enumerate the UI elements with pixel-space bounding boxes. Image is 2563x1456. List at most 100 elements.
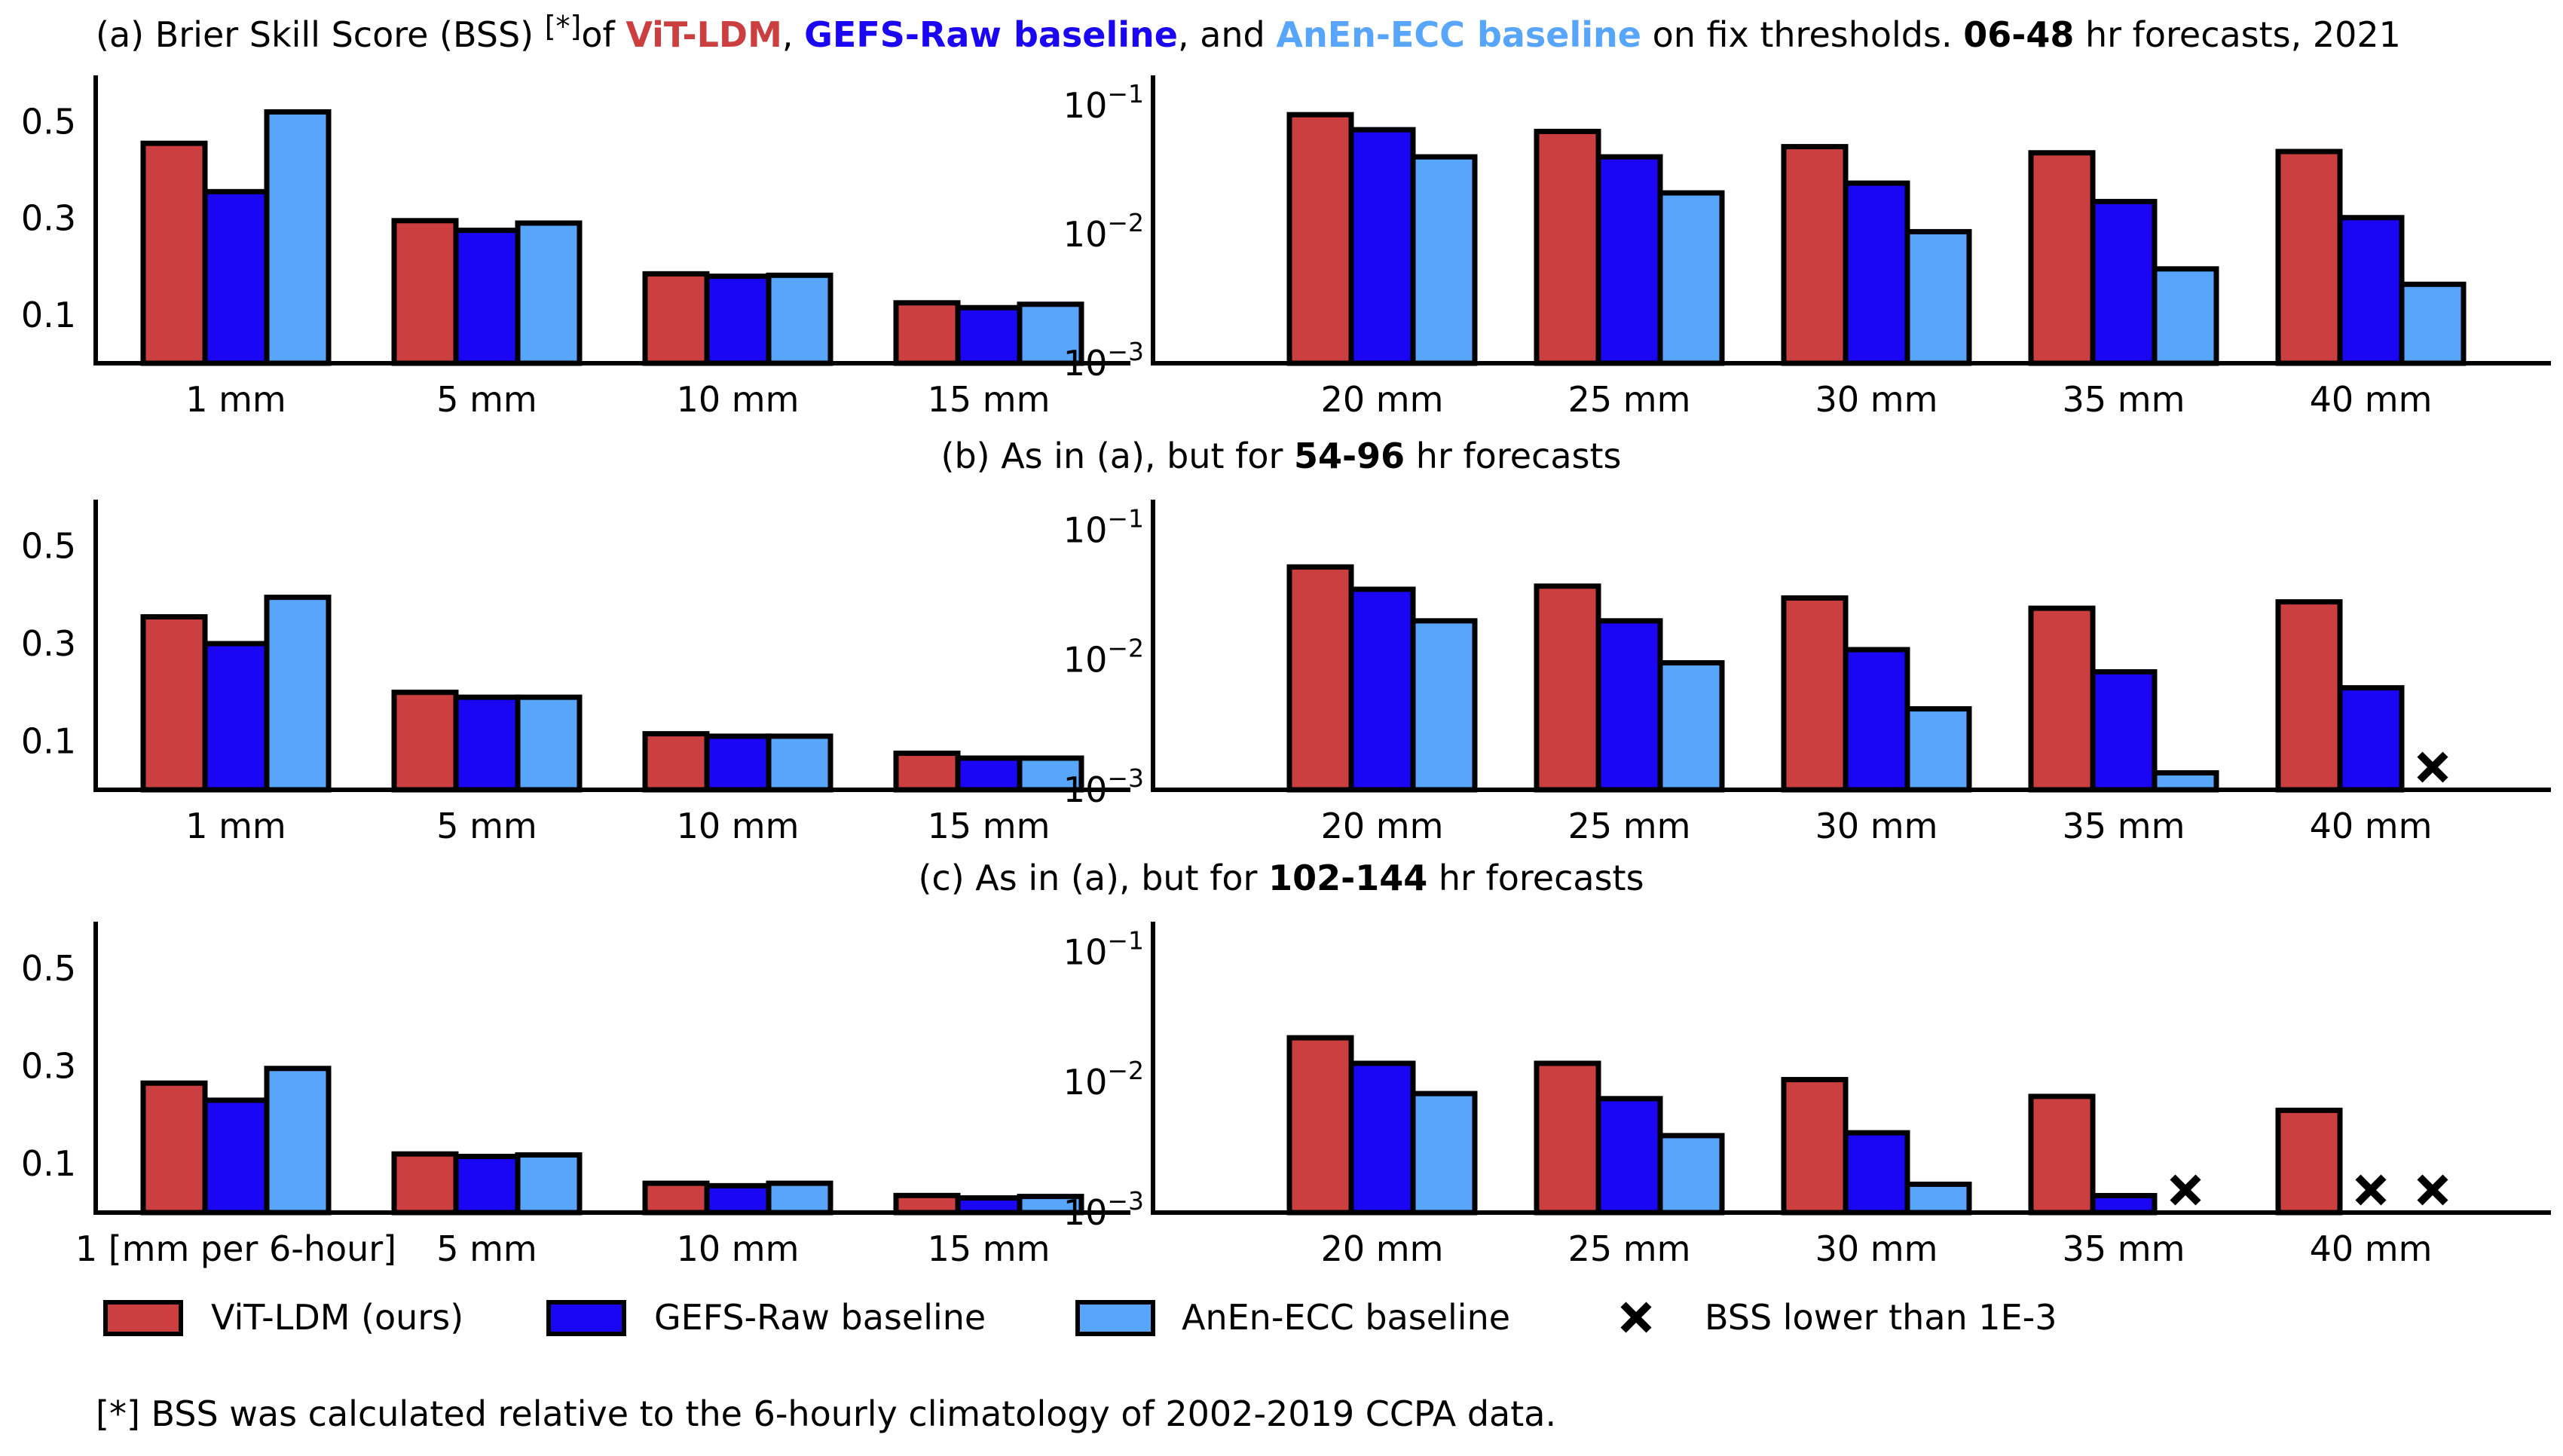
bar-anen-0 (264, 1066, 332, 1216)
x-tick-label: 20 mm (1321, 806, 1444, 846)
bar-gefs-4 (2337, 685, 2405, 793)
bar-vit-4 (2275, 1107, 2343, 1216)
bar-anen-1 (1657, 190, 1725, 366)
panel-a-right: 10−3 10−2 10−1 20 mm 25 mm 30 mm 35 mm 40 mm (1063, 75, 2551, 420)
bar-gefs-1 (1595, 1096, 1663, 1216)
bar-vit-0 (140, 613, 208, 793)
x-tick-label: 5 mm (436, 1228, 537, 1269)
y-tick-label: 10−1 (1063, 925, 1144, 972)
bar-vit-3 (893, 751, 961, 793)
below-threshold-cross (2355, 1174, 2387, 1206)
footnote: [*] BSS was calculated relative to the 6… (96, 1393, 1556, 1434)
bar-gefs-2 (1843, 180, 1910, 366)
x-tick-label: 1 mm (185, 806, 286, 846)
legend-cross-icon (1620, 1302, 1652, 1333)
x-tick-label: 15 mm (928, 806, 1051, 846)
y-tick-label: 10−3 (1063, 1186, 1144, 1233)
bar-gefs-0 (1348, 586, 1416, 793)
bar-vit-1 (1534, 583, 1601, 793)
panel-b-left: 0.1 0.3 0.5 1 mm 5 mm 10 mm 15 mm (21, 500, 1130, 846)
bar-anen-2 (766, 1180, 833, 1216)
bar-vit-1 (391, 1151, 459, 1216)
below-threshold-cross (2417, 1174, 2448, 1206)
bar-anen-2 (766, 272, 833, 366)
bar-gefs-2 (1843, 1130, 1910, 1216)
bar-vit-3 (893, 300, 961, 366)
bar-anen-3 (2152, 770, 2219, 793)
x-tick-label: 35 mm (2063, 1228, 2185, 1269)
panel-c-left: 0.1 0.3 0.5 1 [mm per 6-hour] 5 mm 10 mm 15 mm (21, 922, 1130, 1269)
y-tick-label: 0.1 (21, 720, 76, 761)
bar-anen-1 (515, 694, 583, 793)
bar-vit-2 (642, 1180, 710, 1216)
legend-swatch-vit (103, 1300, 183, 1336)
x-tick-label: 30 mm (1815, 806, 1938, 846)
bar-anen-0 (1410, 154, 1478, 366)
panel-a-left: 0.1 0.3 0.5 1 mm 5 mm 10 mm 15 mm (21, 75, 1130, 420)
bar-vit-3 (2028, 605, 2096, 793)
bar-vit-2 (1781, 1077, 1849, 1216)
legend-label-cross: BSS lower than 1E-3 (1705, 1297, 2057, 1338)
bar-vit-4 (2275, 599, 2343, 793)
x-tick-label: 35 mm (2063, 379, 2185, 420)
x-tick-label: 25 mm (1568, 806, 1691, 846)
bar-anen-1 (515, 1152, 583, 1216)
bar-gefs-3 (2090, 1192, 2158, 1216)
x-tick-label: 40 mm (2310, 379, 2433, 420)
legend-swatch-anen (1075, 1300, 1155, 1336)
title-a: (a) Brier Skill Score (BSS) [*]of ViT-LD… (96, 10, 2401, 55)
bar-gefs-0 (202, 188, 270, 366)
bar-anen-0 (264, 109, 332, 366)
y-tick-label: 10−2 (1063, 634, 1144, 681)
bar-vit-0 (1286, 564, 1354, 793)
y-tick-label: 0.5 (21, 526, 76, 567)
x-tick-label: 5 mm (436, 379, 537, 420)
title-c: (c) As in (a), but for 102-144 hr foreca… (918, 858, 1644, 898)
bar-vit-2 (1781, 595, 1849, 793)
x-tick-label: 20 mm (1321, 379, 1444, 420)
bar-gefs-1 (453, 694, 521, 793)
bar-vit-3 (2028, 150, 2096, 366)
bar-vit-2 (642, 731, 710, 793)
bar-vit-2 (642, 271, 710, 366)
bar-anen-0 (1410, 618, 1478, 793)
x-tick-label: 35 mm (2063, 806, 2185, 846)
panel-b-right: 10−3 10−2 10−1 20 mm 25 mm 30 mm 35 mm 40 mm (1063, 500, 2551, 846)
bar-gefs-1 (1595, 618, 1663, 793)
bar-gefs-0 (202, 1097, 270, 1216)
bar-vit-3 (893, 1192, 961, 1216)
bar-anen-4 (2399, 281, 2467, 366)
legend-label-gefs: GEFS-Raw baseline (654, 1297, 986, 1338)
y-tick-label: 0.1 (21, 1143, 76, 1184)
below-threshold-cross (2417, 751, 2448, 783)
bar-gefs-4 (2337, 215, 2405, 366)
bar-vit-2 (1781, 144, 1849, 366)
bar-anen-2 (1904, 228, 1972, 366)
x-tick-label: 30 mm (1815, 1228, 1938, 1269)
bar-gefs-3 (955, 304, 1023, 366)
x-tick-label: 5 mm (436, 806, 537, 846)
below-threshold-cross (2170, 1174, 2201, 1206)
bar-anen-2 (766, 733, 833, 793)
bar-gefs-0 (1348, 127, 1416, 366)
y-tick-label: 10−2 (1063, 1056, 1144, 1103)
x-tick-label: 20 mm (1321, 1228, 1444, 1269)
bar-anen-0 (1410, 1090, 1478, 1216)
x-tick-label: 40 mm (2310, 1228, 2433, 1269)
x-tick-label: 40 mm (2310, 806, 2433, 846)
bar-anen-2 (1904, 706, 1972, 793)
title-b: (b) As in (a), but for 54-96 hr forecast… (941, 436, 1622, 476)
x-tick-label: 10 mm (677, 379, 800, 420)
y-tick-label: 0.3 (21, 198, 76, 239)
bar-gefs-1 (453, 1153, 521, 1216)
legend-label-vit: ViT-LDM (ours) (211, 1297, 463, 1338)
bar-vit-0 (1286, 1035, 1354, 1216)
legend-label-anen: AnEn-ECC baseline (1182, 1297, 1510, 1338)
bar-gefs-1 (1595, 154, 1663, 366)
bar-gefs-3 (2090, 198, 2158, 366)
bar-vit-0 (1286, 112, 1354, 366)
bar-vit-1 (391, 690, 459, 793)
bar-anen-2 (1904, 1181, 1972, 1216)
bar-gefs-0 (202, 641, 270, 793)
